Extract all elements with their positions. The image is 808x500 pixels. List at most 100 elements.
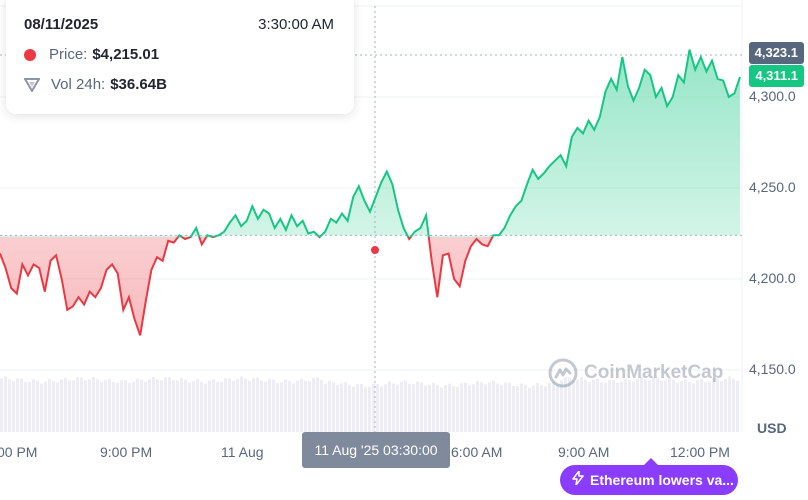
volume-bar [276,382,279,432]
volume-bar [336,385,339,432]
volume-bar [204,383,207,432]
volume-bar [76,377,79,432]
volume-bar [460,383,463,432]
volume-bar [108,378,111,432]
volume-bar [56,382,59,432]
volume-bar [332,382,335,432]
volume-bar [548,383,551,432]
volume-bar [564,376,567,432]
volume-bar [504,382,507,432]
volume-bar [492,380,495,432]
volume-bar [304,380,307,432]
volume-bar [684,379,687,432]
volume-bar [616,382,619,432]
volume-bar [672,379,675,432]
volume-bar [396,384,399,432]
volume-bar [0,378,3,432]
y-tick-label: 4,150.0 [749,361,796,377]
volume-bar [156,379,159,432]
volume-bar [384,384,387,432]
volume-bar [464,382,467,432]
volume-bar [500,385,503,432]
volume-bar [68,380,71,432]
volume-bar [724,378,727,432]
volume-bar [352,386,355,432]
volume-bar [104,379,107,432]
volume-bar [324,383,327,432]
volume-bar [380,386,383,432]
volume-bar [96,379,99,432]
volume-bar [296,380,299,432]
volume-bar [576,379,579,432]
volume-bar [664,380,667,432]
tooltip-price-label: Price: [49,46,88,63]
volume-bar [144,381,147,432]
volume-bar [480,382,483,432]
volume-bar [160,380,163,432]
volume-bar [572,380,575,432]
volume-bar [516,386,519,432]
volume-bar [224,378,227,432]
x-tick-label: 12:00 PM [670,444,730,460]
volume-bar [316,377,319,432]
volume-bar [584,379,587,432]
volume-bar [588,382,591,432]
volume-bar [656,377,659,432]
y-tick-label: 4,200.0 [749,270,796,286]
y-tick-label: 4,300.0 [749,88,796,104]
volume-bar [128,382,131,432]
volume-bar [180,377,183,432]
volume-bar [704,381,707,432]
volume-bar [256,377,259,432]
volume-bar [4,376,7,432]
volume-bar [432,382,435,432]
volume-bar [456,386,459,432]
volume-bar [268,379,271,432]
coinmarketcap-logo-icon [548,358,578,388]
volume-bar [720,380,723,432]
volume-bar [192,381,195,432]
volume-bar [604,383,607,432]
volume-bar [184,379,187,432]
news-text: Ethereum lowers va... [590,472,734,488]
volume-bar [44,381,47,432]
volume-bar [244,378,247,432]
volume-bar [608,380,611,432]
volume-bar [716,378,719,432]
volume-bar [628,379,631,432]
lightning-icon [572,465,584,495]
volume-bar [592,379,595,432]
cursor-point [369,244,381,256]
volume-bar [424,385,427,432]
volume-bar [420,382,423,432]
volume-bar [176,380,179,432]
volume-bar [200,381,203,432]
volume-bar [472,384,475,432]
volume-bar [188,382,191,432]
tooltip-price-value: $4,215.01 [92,46,160,63]
volume-bar [136,378,139,432]
volume-bar [400,381,403,432]
volume-bar [736,380,739,432]
volume-bar [280,382,283,432]
volume-bar [532,385,535,432]
volume-bar [580,377,583,432]
volume-bar [216,382,219,432]
volume-bar [212,379,215,432]
area-fill-down [0,237,493,336]
news-pill[interactable]: Ethereum lowers va... [560,465,738,495]
volume-bar [440,387,443,432]
volume-bar [632,381,635,432]
volume-bar [612,380,615,432]
volume-bar [16,378,19,432]
volume-bar [148,379,151,432]
volume-bar [320,380,323,432]
volume-bar [648,380,651,432]
volume-bar [236,379,239,432]
price-tooltip: 08/11/2025 3:30:00 AM Price: $4,215.01 V… [6,0,354,114]
volume-bar [36,380,39,432]
volume-bar [124,380,127,432]
volume-bar [512,386,515,432]
volume-bar [364,386,367,432]
